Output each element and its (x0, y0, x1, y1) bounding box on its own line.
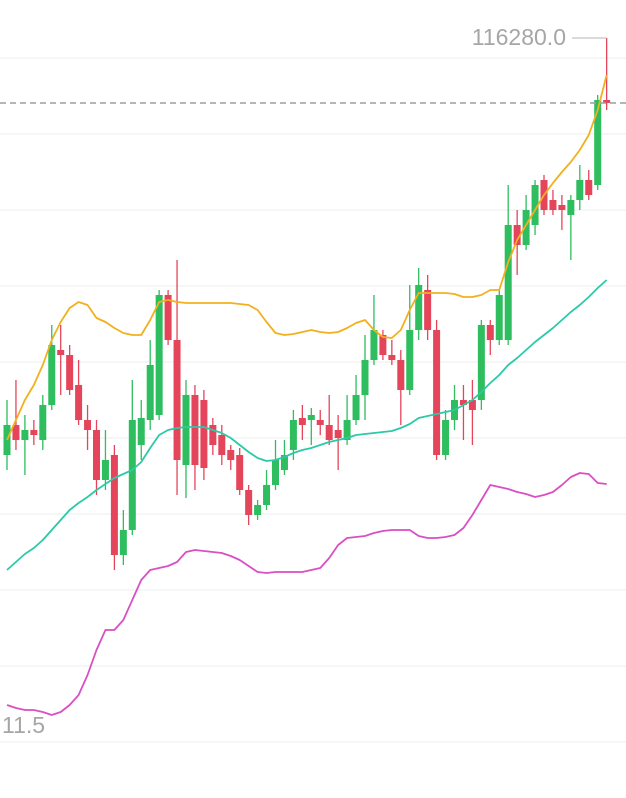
candle-body (146, 365, 154, 420)
max-label: 116280.0 (472, 24, 566, 50)
candle-body (442, 420, 450, 455)
moving-average-line (6, 279, 608, 571)
candle-body (513, 225, 521, 245)
candle-body (522, 210, 530, 245)
candle-body (75, 385, 83, 420)
candle-body (352, 395, 360, 420)
candle-body (57, 350, 65, 355)
candle-body (531, 185, 539, 225)
candle-body (334, 430, 342, 438)
candle-body (245, 490, 253, 515)
candle-body (66, 355, 74, 390)
candle-body (325, 425, 333, 440)
candle-body (343, 420, 351, 440)
candle-body (280, 455, 288, 470)
candle-body (128, 420, 136, 530)
candle-body (173, 340, 181, 460)
moving-averages (6, 74, 608, 716)
candle-body (433, 330, 441, 455)
candle-body (93, 430, 100, 480)
candle-body (361, 360, 369, 395)
candle-body (388, 355, 396, 360)
candle-body (101, 460, 109, 480)
candle-body (316, 420, 324, 425)
candle-body (191, 395, 199, 465)
candle-body (155, 295, 163, 415)
candle-body (424, 290, 432, 330)
candle-body (397, 360, 405, 390)
candle-body (603, 100, 611, 103)
candle-body (486, 325, 494, 340)
candles (3, 38, 611, 570)
candle-body (164, 295, 172, 340)
moving-average-line (6, 472, 607, 716)
candle-body (468, 400, 476, 410)
candle-body (504, 225, 512, 340)
candle-body (459, 400, 467, 405)
candle-body (236, 455, 244, 490)
candle-body (110, 455, 118, 555)
candle-body (379, 335, 387, 355)
candle-body (30, 430, 38, 435)
candle-body (370, 330, 378, 360)
candle-body (12, 425, 20, 440)
candle-body (477, 325, 485, 400)
candle-body (200, 400, 208, 468)
moving-average-line (6, 74, 608, 441)
candle-body (558, 205, 566, 210)
candle-body (21, 430, 29, 440)
candle-body (289, 420, 297, 450)
candle-body (298, 418, 306, 425)
candle-body (182, 395, 190, 465)
candle-body (495, 295, 503, 340)
candle-body (272, 460, 279, 485)
candle-body (307, 415, 315, 420)
candle-body (549, 200, 557, 210)
candle-body (39, 405, 47, 440)
candle-body (594, 100, 602, 185)
candle-body (567, 200, 575, 215)
candle-body (263, 485, 271, 505)
candle-body (209, 425, 217, 445)
candle-body (227, 450, 235, 460)
candle-body (84, 420, 92, 430)
candle-body (576, 180, 584, 200)
background-layer (0, 57, 626, 743)
candle-body (48, 345, 56, 405)
candle-body (415, 285, 423, 330)
min-label: 11.5 (2, 712, 45, 738)
candle-body (585, 180, 593, 195)
candle-body (254, 505, 262, 515)
candle-body (406, 330, 414, 390)
candle-body (137, 418, 145, 445)
candle-body (218, 435, 226, 455)
candle-body (119, 530, 127, 555)
